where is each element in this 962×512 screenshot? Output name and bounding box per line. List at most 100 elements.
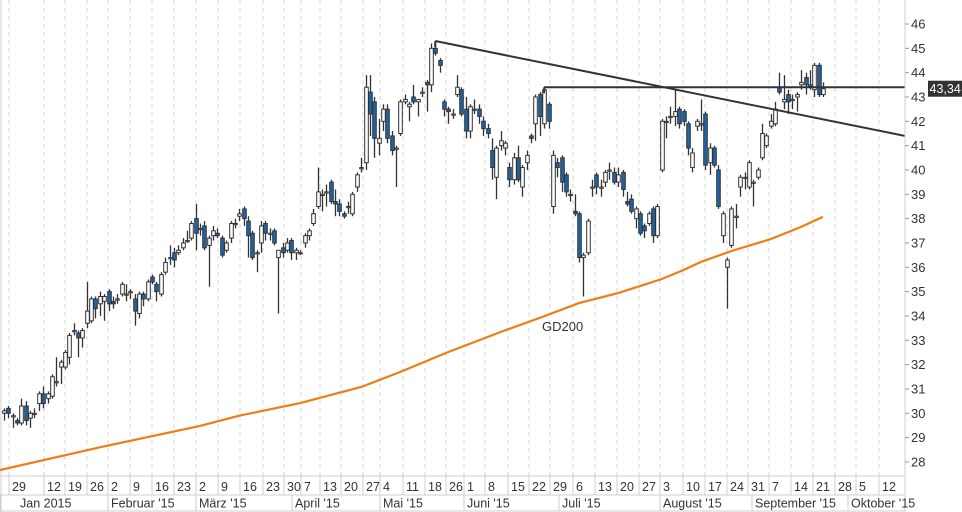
candle-body-up bbox=[120, 283, 125, 295]
candle bbox=[394, 145, 399, 188]
candle-body-up bbox=[764, 135, 769, 147]
candle-body-down bbox=[547, 103, 552, 122]
candle-body-up bbox=[320, 193, 325, 197]
candle-body-up bbox=[416, 98, 421, 103]
candle bbox=[751, 179, 756, 207]
candle bbox=[41, 386, 46, 409]
candle-body-up bbox=[311, 213, 316, 225]
week-tick-label: 12 bbox=[882, 480, 896, 494]
candle bbox=[285, 238, 290, 253]
candle-body-down bbox=[642, 225, 647, 232]
candle bbox=[586, 218, 591, 256]
candle bbox=[154, 281, 159, 302]
candle-body-down bbox=[220, 237, 225, 256]
candle bbox=[381, 104, 386, 132]
candle-body-down bbox=[433, 47, 438, 54]
candle-body-up bbox=[812, 64, 817, 91]
candle bbox=[699, 99, 704, 132]
candle bbox=[32, 408, 37, 419]
week-tick-label: 22 bbox=[532, 480, 546, 494]
candle bbox=[660, 118, 665, 173]
candle bbox=[738, 174, 743, 197]
week-tick-label: 23 bbox=[177, 480, 191, 494]
candle-body-up bbox=[394, 147, 399, 150]
candle bbox=[229, 221, 234, 243]
week-tick-label: 29 bbox=[12, 480, 26, 494]
candle bbox=[690, 148, 695, 173]
candle bbox=[499, 131, 504, 151]
candle-body-up bbox=[590, 186, 595, 189]
candle bbox=[512, 152, 517, 185]
candle bbox=[372, 96, 377, 158]
price-tick-label: 45 bbox=[911, 41, 925, 56]
candle-body-up bbox=[634, 208, 639, 220]
candle bbox=[242, 206, 247, 226]
candle bbox=[276, 249, 281, 314]
candle bbox=[403, 94, 408, 105]
price-tick-label: 39 bbox=[911, 187, 925, 202]
candle-body-down bbox=[651, 208, 656, 237]
candle-body-up bbox=[795, 94, 800, 98]
price-tick-label: 42 bbox=[911, 114, 925, 129]
candles bbox=[2, 43, 826, 428]
candle bbox=[533, 94, 538, 141]
candle-body-up bbox=[695, 120, 700, 127]
candle bbox=[547, 101, 552, 129]
candle bbox=[590, 179, 595, 197]
candle-body-down bbox=[263, 223, 268, 234]
candle-body-up bbox=[37, 393, 42, 405]
price-tick-label: 36 bbox=[911, 260, 925, 275]
week-tick-label: 20 bbox=[344, 480, 358, 494]
candle-body-up bbox=[224, 242, 229, 251]
week-tick-label: 23 bbox=[266, 480, 280, 494]
candle-body-up bbox=[276, 249, 281, 259]
candle bbox=[721, 211, 726, 243]
candle bbox=[364, 75, 369, 170]
candle bbox=[568, 189, 573, 202]
candle bbox=[355, 172, 360, 192]
week-tick-label: 14 bbox=[794, 480, 808, 494]
candle bbox=[168, 245, 173, 265]
price-tick-label: 31 bbox=[911, 381, 925, 396]
candle bbox=[272, 228, 277, 246]
candle bbox=[682, 109, 687, 127]
candle-body-down bbox=[516, 157, 521, 181]
candle bbox=[198, 223, 203, 236]
candle bbox=[494, 145, 499, 200]
candle-body-up bbox=[468, 106, 473, 132]
candle bbox=[89, 296, 94, 324]
candle-body-up bbox=[551, 154, 556, 207]
candle bbox=[743, 172, 748, 190]
candle bbox=[529, 133, 534, 144]
candle bbox=[442, 99, 447, 117]
candle bbox=[407, 101, 412, 122]
candle bbox=[446, 106, 451, 124]
candle-body-up bbox=[499, 140, 504, 147]
candle-body-up bbox=[503, 142, 508, 149]
candle bbox=[85, 281, 90, 329]
candle bbox=[551, 150, 556, 214]
candle bbox=[416, 98, 421, 117]
candle bbox=[303, 233, 308, 248]
candle bbox=[564, 172, 569, 197]
candle-body-down bbox=[425, 81, 430, 86]
candle-body-down bbox=[804, 77, 809, 86]
week-tick-label: 31 bbox=[751, 480, 765, 494]
candle bbox=[786, 89, 791, 115]
candle-body-up bbox=[799, 81, 804, 86]
candle bbox=[246, 216, 251, 258]
candle bbox=[703, 111, 708, 170]
candle bbox=[333, 189, 338, 217]
week-tick-label: 27 bbox=[366, 480, 380, 494]
candle bbox=[150, 274, 155, 285]
candle bbox=[163, 257, 168, 275]
week-tick-label: 1 bbox=[467, 480, 474, 494]
candle-body-down bbox=[438, 59, 443, 66]
candle bbox=[612, 167, 617, 185]
candle bbox=[11, 413, 16, 428]
candle-body-up bbox=[268, 232, 273, 235]
month-label: September '15 bbox=[755, 497, 836, 511]
week-tick-label: 26 bbox=[90, 480, 104, 494]
candle bbox=[756, 167, 761, 180]
week-tick-label: 19 bbox=[68, 480, 82, 494]
